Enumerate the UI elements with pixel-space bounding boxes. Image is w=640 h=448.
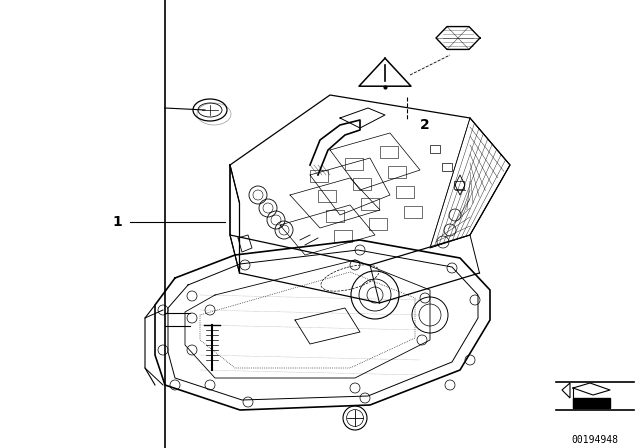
Bar (380, 146, 398, 158)
Bar (430, 145, 440, 153)
Bar (353, 178, 371, 190)
Bar (396, 186, 414, 198)
Bar (442, 163, 452, 171)
Bar (388, 166, 406, 178)
Bar (454, 181, 464, 189)
Text: 00194948: 00194948 (572, 435, 618, 445)
Text: 2: 2 (420, 118, 429, 132)
Polygon shape (562, 383, 570, 398)
Bar (318, 190, 336, 202)
Text: 1: 1 (112, 215, 122, 229)
Bar (345, 158, 363, 170)
Bar (326, 210, 344, 222)
Polygon shape (573, 398, 610, 408)
Bar (334, 230, 352, 242)
Bar (310, 170, 328, 182)
Bar (404, 206, 422, 218)
Bar (361, 198, 379, 210)
Bar (369, 218, 387, 230)
